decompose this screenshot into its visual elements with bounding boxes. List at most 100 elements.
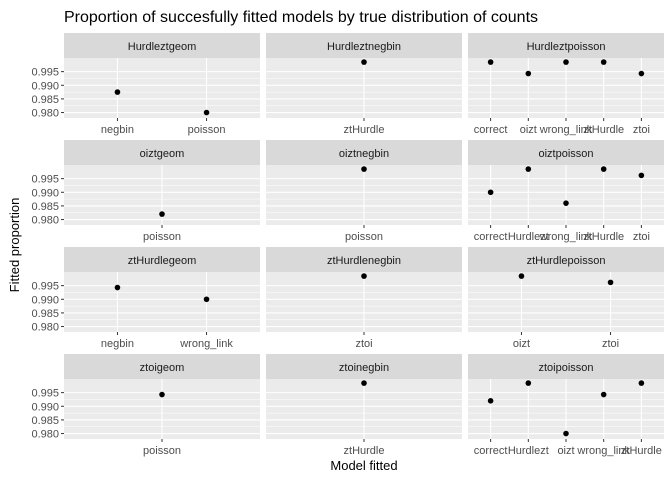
facet-strip-label: oiztnegbin: [339, 148, 389, 160]
facet-strip: [468, 140, 664, 165]
data-point: [638, 380, 645, 386]
chart-title: Proportion of succesfully fitted models …: [64, 9, 538, 26]
facet-panel: oiztpoisson correct Hurdleztwrong_linkztHu…: [468, 140, 664, 243]
data-point: [638, 172, 645, 179]
data-point: [563, 200, 569, 206]
facet-panel: Hurdleztgeom negbin poisson 0.980 0.985 0.990…: [31, 33, 260, 136]
y-tick-label: 0.995: [31, 281, 59, 293]
x-tick-label: oizt: [557, 445, 574, 457]
y-tick-label: 0.985: [31, 201, 59, 213]
facet-strip: [64, 354, 260, 379]
facet-strip-label: ztoinegbin: [339, 362, 389, 374]
facet-strip: [266, 247, 462, 272]
data-point: [114, 284, 121, 291]
x-tick-label: wrong_link: [576, 445, 630, 457]
x-tick-label: poisson: [345, 231, 383, 243]
data-point: [518, 273, 525, 279]
facet-strip-label: Hurdleztnegbin: [327, 41, 401, 53]
x-tick-label: ztHurdle: [344, 445, 385, 457]
data-point: [600, 391, 607, 398]
facet-strip: [64, 247, 260, 272]
x-tick-label: ztoi: [633, 231, 650, 243]
data-point: [361, 273, 367, 279]
x-tick-label: wrong_link: [539, 231, 593, 243]
facet-panel: ztoipoisson correct Hurdlezt oizt wrong_link…: [468, 354, 664, 457]
y-tick-label: 0.980: [31, 215, 59, 227]
facet-panel: ztoinegbin ztHurdle: [266, 354, 462, 457]
data-point: [203, 109, 210, 116]
facet-panel: Hurdleztnegbin ztHurdle: [266, 33, 462, 136]
x-tick-label: correct: [474, 124, 508, 136]
x-tick-label: ztHurdle: [621, 445, 662, 457]
data-point: [563, 59, 569, 65]
x-tick-label: ztoi: [633, 124, 650, 136]
y-tick-label: 0.995: [31, 174, 59, 186]
data-point: [525, 166, 532, 172]
x-tick-label: correct: [474, 445, 508, 457]
y-tick-label: 0.990: [31, 294, 59, 306]
facet-strip: [468, 354, 664, 379]
facet-panel: ztHurdlepoisson oizt ztoi: [468, 247, 664, 350]
y-tick-label: 0.995: [31, 67, 59, 79]
data-point: [487, 398, 494, 404]
panel-background: [64, 272, 260, 332]
y-tick-label: 0.990: [31, 80, 59, 92]
x-tick-label: ztoi: [602, 338, 619, 350]
data-point: [563, 430, 569, 437]
y-tick-label: 0.985: [31, 415, 59, 427]
data-point: [361, 380, 367, 386]
facet-strip-label: ztHurdlegeom: [128, 255, 196, 267]
facet-panel: ztHurdlenegbin ztoi: [266, 247, 462, 350]
data-point: [361, 166, 367, 172]
y-tick-label: 0.990: [31, 401, 59, 413]
data-point: [203, 296, 210, 303]
data-point: [638, 70, 645, 77]
x-tick-label: ztHurdle: [583, 124, 624, 136]
facet-strip: [266, 354, 462, 379]
panel-background: [64, 58, 260, 118]
x-tick-label: negbin: [101, 338, 134, 350]
facet-strip-label: Hurdleztgeom: [128, 41, 196, 53]
x-tick-label: ztoi: [355, 338, 372, 350]
x-tick-label: oizt: [520, 124, 537, 136]
panel-background: [468, 272, 664, 332]
facet-strip: [468, 33, 664, 58]
x-tick-label: Hurdlezt: [508, 231, 549, 243]
facet-panel: oiztnegbin poisson: [266, 140, 462, 243]
x-tick-label: correct: [474, 231, 508, 243]
x-tick-label: wrong_link: [179, 338, 233, 350]
facet-strip: [64, 33, 260, 58]
data-point: [159, 211, 165, 217]
y-tick-label: 0.980: [31, 322, 59, 334]
facet-strip-label: Hurdleztpoisson: [527, 41, 606, 53]
x-tick-label: poisson: [143, 445, 181, 457]
data-point: [600, 59, 607, 65]
x-tick-label: negbin: [101, 124, 134, 136]
data-point: [525, 70, 532, 77]
y-tick-label: 0.980: [31, 429, 59, 441]
x-axis-title: Model fitted: [330, 458, 397, 473]
facet-strip: [266, 33, 462, 58]
y-tick-label: 0.980: [31, 108, 59, 120]
data-point: [487, 189, 494, 196]
facet-strip-label: oiztpoisson: [538, 148, 593, 160]
data-point: [114, 89, 121, 95]
facet-strip-label: ztoipoisson: [538, 362, 593, 374]
y-tick-label: 0.990: [31, 187, 59, 199]
x-tick-label: poisson: [143, 231, 181, 243]
y-tick-label: 0.995: [31, 388, 59, 400]
x-tick-label: wrong_link: [539, 124, 593, 136]
facet-strip-label: ztoigeom: [140, 362, 185, 374]
data-point: [159, 391, 165, 398]
x-tick-label: Hurdlezt: [508, 445, 549, 457]
data-point: [361, 59, 367, 65]
data-point: [487, 59, 494, 65]
facet-strip: [468, 247, 664, 272]
data-point: [607, 279, 614, 286]
x-tick-label: ztHurdle: [583, 231, 624, 243]
y-tick-label: 0.985: [31, 308, 59, 320]
facet-panel: Hurdleztpoisson correct oizt wrong_linkztHu…: [468, 33, 664, 136]
